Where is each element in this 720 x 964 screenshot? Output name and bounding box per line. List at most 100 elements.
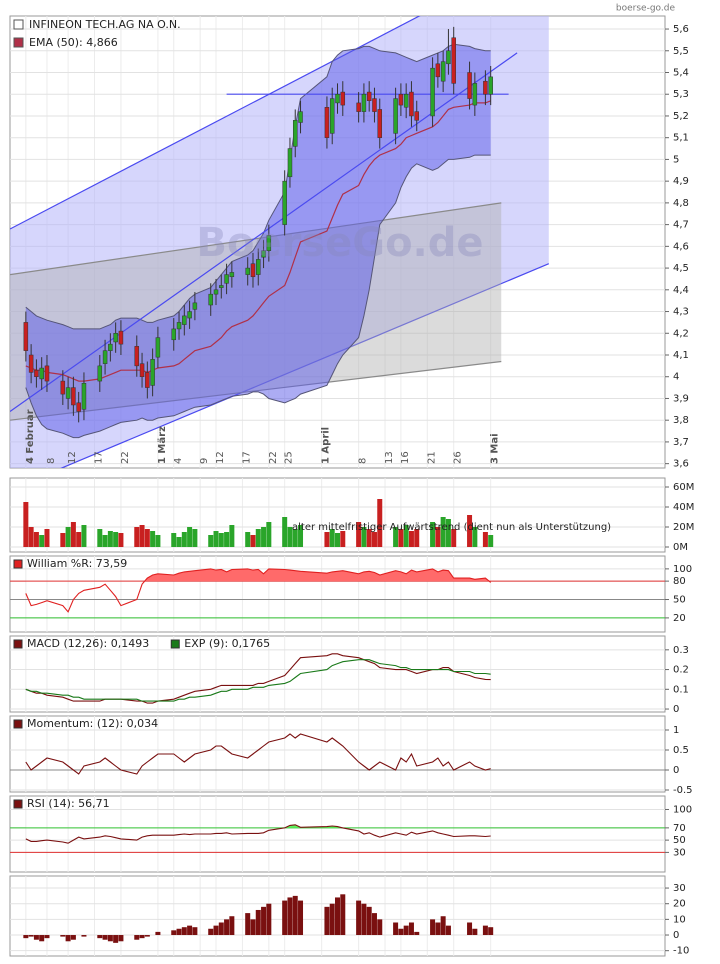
bar <box>81 525 87 547</box>
y-tick-label: -10 <box>673 946 689 957</box>
bar <box>250 919 256 936</box>
bar <box>250 535 256 547</box>
candle-body <box>34 369 39 377</box>
y-tick-label: 0 <box>673 765 679 776</box>
x-tick-label: 1 März <box>157 426 168 464</box>
bar <box>33 532 39 547</box>
y-tick-label: 4 <box>673 372 679 383</box>
bar <box>408 922 414 936</box>
bar <box>298 525 304 547</box>
candle-body <box>340 91 346 106</box>
y-tick-label: 4,2 <box>673 328 689 339</box>
bar <box>393 922 399 936</box>
annotation: alter mittelfristiger Aufwärtstrend (die… <box>292 522 611 533</box>
candle-body <box>208 293 213 306</box>
legend-text: William %R: 73,59 <box>27 557 127 570</box>
panel-plot <box>10 876 665 956</box>
bar <box>70 522 76 547</box>
candle-body <box>282 180 287 225</box>
bar <box>255 529 261 547</box>
bar <box>482 925 488 936</box>
panel-frame <box>9 715 666 793</box>
y-tick-label: 70 <box>673 823 686 834</box>
candle-body <box>256 259 261 275</box>
legend-swatch <box>13 37 24 48</box>
x-tick-label: 21 <box>426 451 437 464</box>
y-tick-label: 5,5 <box>673 46 689 57</box>
y-tick-label: 30 <box>673 847 686 858</box>
candle-body <box>187 311 192 319</box>
series-line <box>25 824 491 844</box>
channel-edge <box>10 16 421 230</box>
bar <box>414 529 420 547</box>
bollinger-edge <box>25 43 491 330</box>
candle-body <box>229 272 235 278</box>
y-tick-label: 0.3 <box>673 645 689 656</box>
bar <box>171 930 177 936</box>
bar <box>44 529 50 547</box>
candle-body <box>324 107 330 138</box>
x-tick-label: 12 <box>215 451 226 464</box>
bar <box>134 935 140 940</box>
bar <box>139 935 145 939</box>
series-line <box>25 568 492 613</box>
candle-body <box>398 93 404 106</box>
candle-body <box>335 93 340 104</box>
y-tick-label: 0 <box>673 930 679 941</box>
bar <box>472 928 478 936</box>
bar <box>435 527 441 547</box>
candle-body <box>467 72 472 99</box>
legend-text: EXP (9): 0,1765 <box>184 637 270 650</box>
bar <box>176 928 182 936</box>
bar <box>482 532 488 547</box>
candle-body <box>192 302 198 310</box>
candle-body <box>71 387 76 406</box>
candle-body <box>39 367 44 380</box>
x-tick-label: 12 <box>67 451 78 464</box>
x-tick-label: 26 <box>453 451 464 464</box>
series-line <box>25 733 491 775</box>
bar <box>218 922 224 936</box>
y-tick-label: 20M <box>673 522 694 533</box>
bar <box>118 935 124 942</box>
bar <box>467 515 473 547</box>
x-tick-label: 22 <box>268 451 279 464</box>
candle-body <box>488 76 493 95</box>
candle-body <box>414 111 419 121</box>
y-tick-label: 4,7 <box>673 220 689 231</box>
bar <box>488 535 494 547</box>
y-tick-label: 4,1 <box>673 350 689 361</box>
bar <box>366 529 372 547</box>
x-tick-label: 1 April <box>321 427 332 464</box>
legend-swatch <box>13 719 23 729</box>
y-tick-label: 60M <box>673 482 694 493</box>
candle-body <box>97 365 103 382</box>
panel-plot <box>10 796 665 872</box>
y-tick-label: 100 <box>673 564 692 575</box>
bar <box>282 900 288 936</box>
bar <box>76 532 82 547</box>
bar <box>324 906 330 936</box>
panel-plot <box>10 16 665 468</box>
y-tick-label: 0.1 <box>673 684 689 695</box>
candle-body <box>451 37 456 84</box>
bar <box>366 906 372 936</box>
bar <box>33 935 39 940</box>
bar <box>113 935 119 943</box>
bar <box>430 919 436 936</box>
series-line <box>25 653 491 704</box>
series-line <box>25 659 491 702</box>
candle-body <box>76 402 81 412</box>
channel-edge <box>10 202 502 276</box>
candle-body <box>44 365 50 382</box>
bar <box>361 903 367 936</box>
bar <box>224 919 230 936</box>
bar <box>266 903 272 936</box>
candle-body <box>292 120 298 147</box>
y-tick-label: 0 <box>673 704 679 715</box>
bar <box>356 522 362 547</box>
candle-body <box>403 93 409 108</box>
y-tick-label: 5,3 <box>673 89 689 100</box>
bar <box>39 935 45 942</box>
bar <box>440 916 446 936</box>
